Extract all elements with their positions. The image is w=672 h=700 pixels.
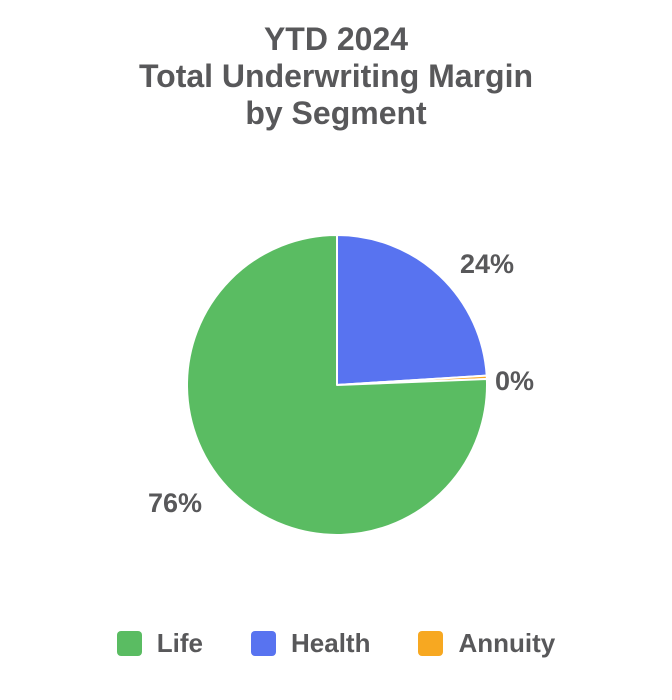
chart-title-line-1: YTD 2024 bbox=[263, 21, 409, 57]
pie-slice-life[interactable] bbox=[186, 234, 488, 536]
slice-label-annuity: 0% bbox=[495, 366, 535, 396]
pie-slice-health[interactable] bbox=[336, 234, 488, 386]
legend-swatch-life-icon bbox=[116, 631, 142, 656]
legend-item-health[interactable]: Health bbox=[251, 628, 370, 659]
chart-title: YTD 2024 Total Underwriting Margin by Se… bbox=[0, 21, 672, 132]
slice-label-life: 76% bbox=[148, 488, 203, 518]
chart-title-line-2: Total Underwriting Margin bbox=[138, 58, 534, 94]
legend-item-life[interactable]: Life bbox=[116, 628, 203, 659]
legend-swatch-health-icon bbox=[251, 631, 276, 656]
legend-label-health: Health bbox=[291, 628, 371, 658]
legend-item-annuity[interactable]: Annuity bbox=[418, 628, 555, 659]
chart-legend: Life Health Annuity bbox=[0, 628, 672, 659]
legend-label-annuity: Annuity bbox=[458, 628, 556, 658]
slice-label-health: 24% bbox=[460, 249, 515, 279]
legend-swatch-annuity-icon bbox=[418, 631, 444, 656]
chart-title-line-3: by Segment bbox=[245, 95, 427, 131]
legend-label-life: Life bbox=[156, 628, 203, 658]
